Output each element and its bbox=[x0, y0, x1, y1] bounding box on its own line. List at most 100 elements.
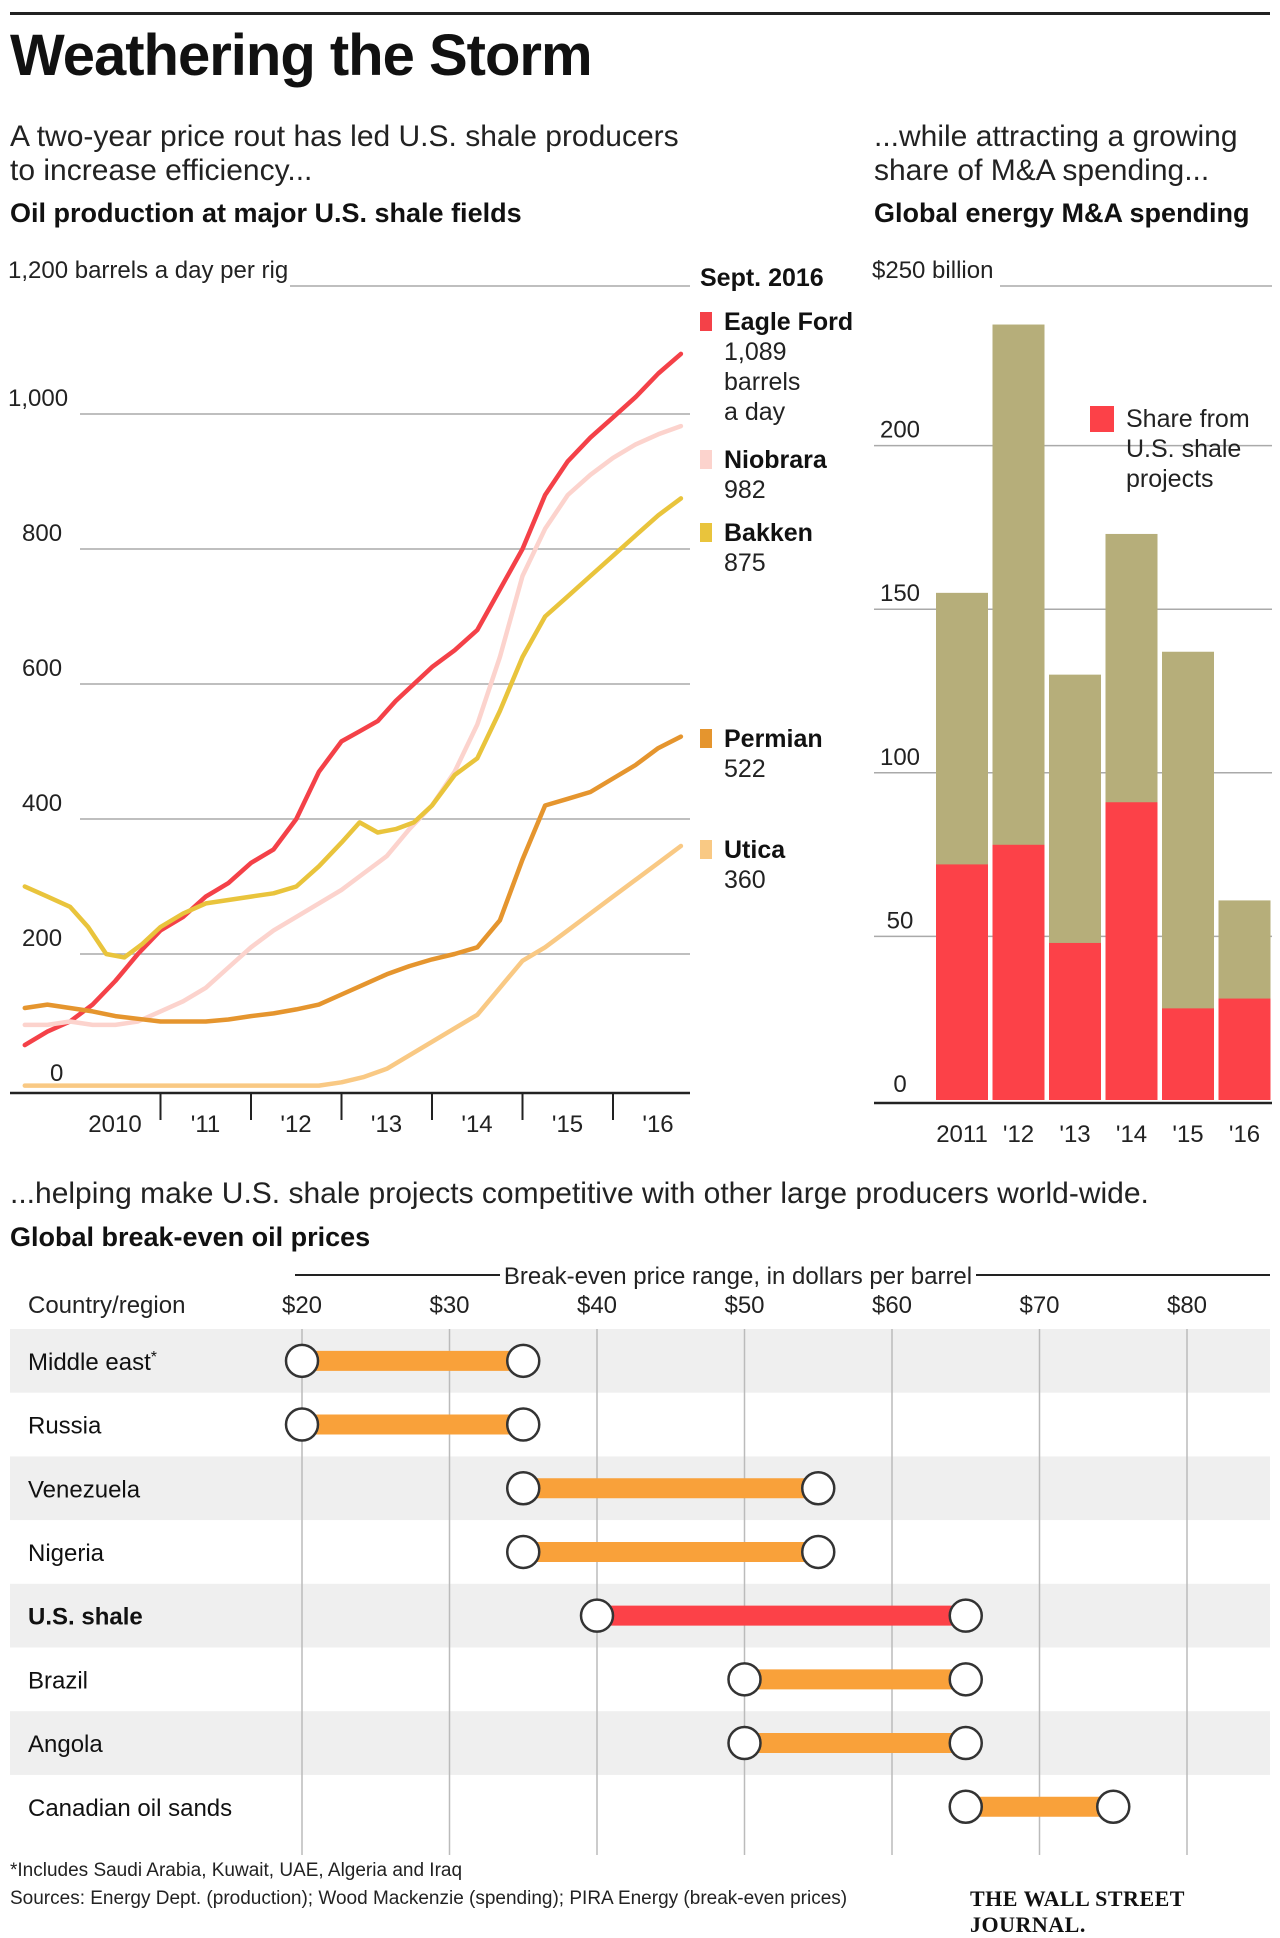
y-tick-label: 400 bbox=[22, 790, 62, 817]
legend-unit-line: barrels bbox=[724, 368, 800, 396]
x-tick-label: $30 bbox=[429, 1292, 469, 1319]
legend-series-value: 875 bbox=[724, 549, 766, 577]
series-line-utica bbox=[22, 843, 684, 1088]
legend-swatch bbox=[1090, 406, 1114, 432]
x-tick-label: '11 bbox=[191, 1111, 221, 1138]
legend-series-value: 522 bbox=[724, 755, 766, 783]
row-label: Middle east* bbox=[28, 1349, 157, 1376]
sources: Sources: Energy Dept. (production); Wood… bbox=[10, 1888, 848, 1909]
x-tick-label: '13 bbox=[1059, 1121, 1090, 1148]
footnote: *Includes Saudi Arabia, Kuwait, UAE, Alg… bbox=[10, 1860, 463, 1881]
x-tick-label: '12 bbox=[1003, 1121, 1034, 1148]
range-high-marker bbox=[1096, 1789, 1131, 1824]
range-low-marker bbox=[506, 1471, 541, 1506]
range-low-marker bbox=[284, 1343, 320, 1379]
row-label: Venezuela bbox=[28, 1476, 141, 1503]
ma-spending-chart: $250 billion 2011 '12 '13 '14 '15 '16 0 50 100 150… bbox=[872, 257, 1272, 1148]
bar-shale-share bbox=[1049, 942, 1101, 1100]
x-tick-label: $70 bbox=[1019, 1292, 1059, 1319]
range-low-marker bbox=[284, 1407, 320, 1442]
x-tick-label: '16 bbox=[1229, 1121, 1260, 1148]
legend-series-value: 360 bbox=[724, 866, 766, 894]
y-tick-label: 1,000 bbox=[8, 385, 68, 412]
break-even-chart: Break-even price range, in dollars per b… bbox=[10, 1263, 1270, 1855]
row-label: U.S. shale bbox=[28, 1604, 143, 1631]
x-tick-label: '13 bbox=[371, 1111, 402, 1138]
y-tick-label: 800 bbox=[22, 520, 62, 547]
legend-header: Sept. 2016 bbox=[700, 264, 824, 292]
right-intro: ...while attracting a growing share of M… bbox=[874, 120, 1238, 187]
bottom-subtitle: Global break-even oil prices bbox=[10, 1222, 371, 1252]
bar-shale-share bbox=[1105, 802, 1158, 1100]
y-axis-unit-label: 1,200 barrels a day per rig bbox=[8, 257, 288, 284]
legend-label-line: Share from bbox=[1126, 405, 1250, 433]
range-high-marker bbox=[948, 1598, 983, 1633]
range-low-marker bbox=[948, 1789, 983, 1824]
top-rule bbox=[10, 12, 1270, 15]
row-band bbox=[10, 1711, 1270, 1775]
x-tick-label: 2011 bbox=[936, 1121, 988, 1148]
range-low-marker bbox=[579, 1598, 615, 1633]
y-tick-label: 50 bbox=[887, 907, 914, 934]
y-axis-unit-label: $250 billion bbox=[872, 257, 993, 284]
bar-shale-share bbox=[936, 864, 988, 1100]
legend-swatch bbox=[700, 312, 712, 331]
column-header: Country/region bbox=[28, 1292, 185, 1319]
left-intro: A two-year price rout has led U.S. shale… bbox=[10, 120, 679, 187]
row-label: Nigeria bbox=[28, 1540, 105, 1567]
bar-shale-share bbox=[992, 844, 1045, 1100]
range-high-marker bbox=[506, 1407, 541, 1442]
legend-series-value: 982 bbox=[724, 476, 766, 504]
series-line-bakken bbox=[22, 496, 684, 960]
legend-series-name: Utica bbox=[724, 836, 786, 864]
y-tick-label: 0 bbox=[893, 1071, 906, 1098]
legend-unit-line: a day bbox=[724, 398, 786, 426]
range-high-marker bbox=[801, 1534, 836, 1570]
legend-series-value: 1,089 bbox=[724, 338, 787, 366]
row-label: Brazil bbox=[28, 1667, 88, 1694]
bar-shale-share bbox=[1162, 1008, 1214, 1100]
footnote-marker: * bbox=[151, 1349, 157, 1366]
legend-swatch bbox=[700, 523, 712, 542]
legend-series-name: Niobrara bbox=[724, 446, 828, 474]
right-subtitle: Global energy M&A spending bbox=[874, 198, 1250, 228]
x-tick-label: '15 bbox=[1172, 1121, 1203, 1148]
row-band bbox=[10, 1329, 1270, 1393]
range-high-marker bbox=[948, 1725, 983, 1761]
range-high-marker bbox=[801, 1471, 836, 1506]
legend-series-name: Bakken bbox=[724, 519, 813, 547]
page-title: Weathering the Storm bbox=[10, 23, 593, 88]
range-low-marker bbox=[506, 1534, 541, 1570]
legend-series-name: Permian bbox=[724, 725, 823, 753]
x-tick-label: 2010 bbox=[88, 1111, 141, 1138]
y-tick-label: 150 bbox=[880, 580, 920, 607]
y-tick-label: 200 bbox=[22, 925, 62, 952]
y-tick-label: 200 bbox=[880, 417, 920, 444]
x-tick-label: $60 bbox=[872, 1292, 912, 1319]
row-label: Angola bbox=[28, 1731, 103, 1758]
masthead: THE WALL STREET JOURNAL. bbox=[970, 1886, 1185, 1937]
x-tick-label: '14 bbox=[461, 1111, 492, 1138]
series-line-niobrara bbox=[22, 423, 684, 1028]
bar-shale-share bbox=[1218, 998, 1271, 1100]
x-tick-label: $20 bbox=[282, 1292, 322, 1319]
legend-swatch bbox=[700, 840, 712, 859]
range-high-marker bbox=[948, 1662, 983, 1697]
shale-production-chart: 1,200 barrels a day per rig 0 200 400 600 800… bbox=[8, 257, 853, 1138]
row-label: Russia bbox=[28, 1413, 102, 1440]
range-high-marker bbox=[506, 1343, 541, 1379]
legend-swatch bbox=[700, 450, 712, 469]
y-tick-label: 100 bbox=[880, 744, 920, 771]
series-line-eagle-ford bbox=[22, 351, 684, 1048]
legend-series-name: Eagle Ford bbox=[724, 308, 853, 336]
legend-swatch bbox=[700, 729, 712, 748]
bottom-intro: ...helping make U.S. shale projects comp… bbox=[10, 1177, 1149, 1210]
legend-label-line: U.S. shale bbox=[1126, 435, 1241, 463]
x-tick-label: $40 bbox=[577, 1292, 617, 1319]
x-tick-label: '16 bbox=[642, 1111, 673, 1138]
x-tick-label: $50 bbox=[724, 1292, 764, 1319]
y-tick-label: 0 bbox=[50, 1060, 63, 1087]
legend-label-line: projects bbox=[1126, 465, 1214, 493]
range-low-marker bbox=[727, 1725, 762, 1761]
x-tick-label: '14 bbox=[1116, 1121, 1147, 1148]
